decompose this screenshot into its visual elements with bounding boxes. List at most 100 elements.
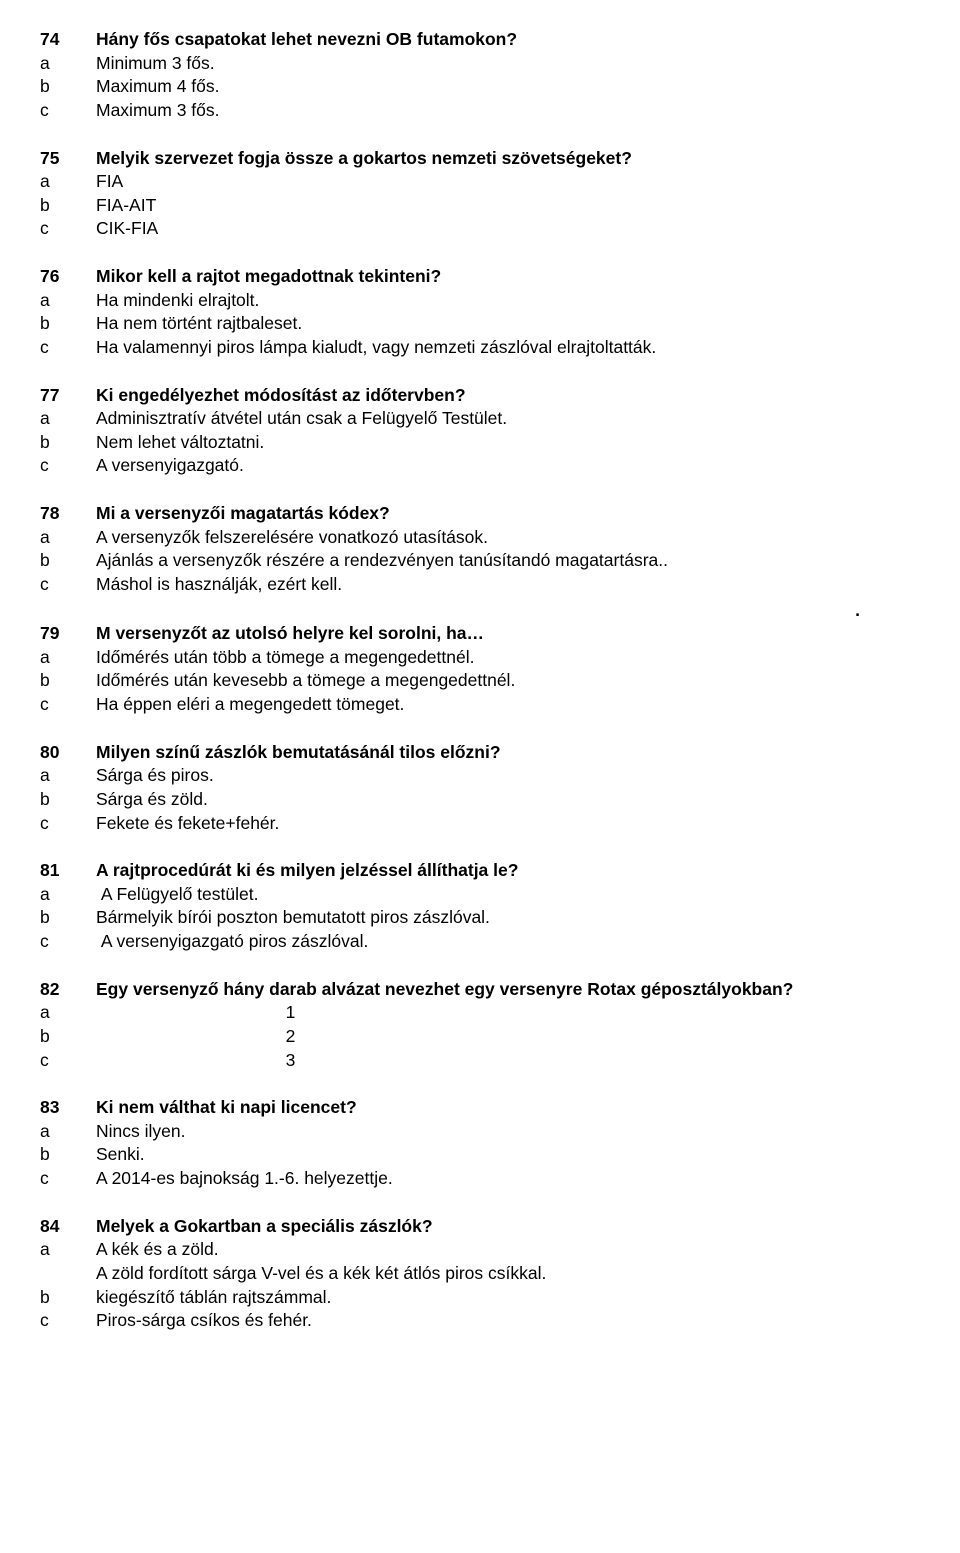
answer-label-c: c: [40, 99, 96, 123]
answer-text-c: Ha valamennyi piros lámpa kialudt, vagy …: [96, 336, 920, 360]
answer-label-a: a: [40, 646, 96, 670]
answer-label-b: b: [40, 788, 96, 812]
answer-label-c: c: [40, 573, 96, 597]
question-row: 84 Melyek a Gokartban a speciális zászló…: [40, 1215, 920, 1239]
answer-row-a: aHa mindenki elrajtolt.: [40, 289, 920, 313]
answer-text-c: 3: [96, 1049, 920, 1073]
answer-label-b: b: [40, 312, 96, 336]
answer-row-b: b 2: [40, 1025, 920, 1049]
question-block-84: 84 Melyek a Gokartban a speciális zászló…: [40, 1215, 920, 1333]
answer-label-a: a: [40, 1120, 96, 1144]
answer-text-c: A 2014-es bajnokság 1.-6. helyezettje.: [96, 1167, 920, 1191]
question-row: 82Egy versenyző hány darab alvázat nevez…: [40, 978, 920, 1002]
question-row: 78Mi a versenyzői magatartás kódex?: [40, 502, 920, 526]
answer-row-c: cMáshol is használják, ezért kell.: [40, 573, 920, 597]
answer-row-a: a A kék és a zöld.: [40, 1238, 920, 1262]
answer-text-a: A kék és a zöld.: [96, 1238, 920, 1262]
answer-text-c: Maximum 3 fős.: [96, 99, 920, 123]
question-row: 80Milyen színű zászlók bemutatásánál til…: [40, 741, 920, 765]
question-number: 81: [40, 859, 96, 883]
answer-text-a: Nincs ilyen.: [96, 1120, 920, 1144]
question-number: 77: [40, 384, 96, 408]
question-text: Milyen színű zászlók bemutatásánál tilos…: [96, 741, 920, 765]
answer-text-a: Sárga és piros.: [96, 764, 920, 788]
answer-row-c: c Piros-sárga csíkos és fehér.: [40, 1309, 920, 1333]
answer-row-a: aIdőmérés után több a tömege a megengede…: [40, 646, 920, 670]
answer-label-b: b: [40, 75, 96, 99]
answer-row-b: bSárga és zöld.: [40, 788, 920, 812]
question-row: 74Hány fős csapatokat lehet nevezni OB f…: [40, 28, 920, 52]
question-block: 80Milyen színű zászlók bemutatásánál til…: [40, 741, 920, 836]
answer-text-a: Ha mindenki elrajtolt.: [96, 289, 920, 313]
answer-label-a: a: [40, 526, 96, 550]
answer-text-a: 1: [96, 1001, 920, 1025]
answer-text-c: A versenyigazgató piros zászlóval.: [96, 930, 920, 954]
dot-marker: .: [40, 599, 920, 623]
question-block: 82Egy versenyző hány darab alvázat nevez…: [40, 978, 920, 1073]
answer-label-c: c: [40, 930, 96, 954]
answer-text-b: Nem lehet változtatni.: [96, 431, 920, 455]
answer-label-b: b: [40, 431, 96, 455]
answer-text-c: A versenyigazgató.: [96, 454, 920, 478]
answer-label-b: b: [40, 194, 96, 218]
answer-text-a: A Felügyelő testület.: [96, 883, 920, 907]
answer-row-c: cA versenyigazgató.: [40, 454, 920, 478]
answer-text-b: Időmérés után kevesebb a tömege a megeng…: [96, 669, 920, 693]
answer-row-c: cCIK-FIA: [40, 217, 920, 241]
answer-row-extra: A zöld fordított sárga V-vel és a kék ké…: [40, 1262, 920, 1286]
answer-label-c: c: [40, 1167, 96, 1191]
question-number: 76: [40, 265, 96, 289]
answer-label-a: a: [40, 407, 96, 431]
answer-label-c: c: [40, 1309, 96, 1333]
answer-row-b: bAjánlás a versenyzők részére a rendezvé…: [40, 549, 920, 573]
answer-label-b: b: [40, 1286, 96, 1310]
answer-row-a: aFIA: [40, 170, 920, 194]
question-number: 74: [40, 28, 96, 52]
answer-text-b: Senki.: [96, 1143, 920, 1167]
question-text: Melyek a Gokartban a speciális zászlók?: [96, 1215, 920, 1239]
question-number: 79: [40, 622, 96, 646]
question-number: 78: [40, 502, 96, 526]
answer-text-a: Időmérés után több a tömege a megengedet…: [96, 646, 920, 670]
question-text: Egy versenyző hány darab alvázat nevezhe…: [96, 978, 920, 1002]
answer-row-b: bHa nem történt rajtbaleset.: [40, 312, 920, 336]
answer-row-a: a A Felügyelő testület.: [40, 883, 920, 907]
question-number: 80: [40, 741, 96, 765]
answer-label-a: a: [40, 883, 96, 907]
answer-text-c: CIK-FIA: [96, 217, 920, 241]
answer-text-b: kiegészítő táblán rajtszámmal.: [96, 1286, 920, 1310]
question-block: 76Mikor kell a rajtot megadottnak tekint…: [40, 265, 920, 360]
answer-row-a: aA versenyzők felszerelésére vonatkozó u…: [40, 526, 920, 550]
question-text: Ki engedélyezhet módosítást az időtervbe…: [96, 384, 920, 408]
answer-label-b: b: [40, 1143, 96, 1167]
answer-text-extra: A zöld fordított sárga V-vel és a kék ké…: [96, 1262, 920, 1286]
answer-label-b: b: [40, 1025, 96, 1049]
question-number: 75: [40, 147, 96, 171]
question-row: 79M versenyzőt az utolsó helyre kel soro…: [40, 622, 920, 646]
question-number: 83: [40, 1096, 96, 1120]
answer-label-a: a: [40, 170, 96, 194]
answer-row-b: bSenki.: [40, 1143, 920, 1167]
question-block: 75Melyik szervezet fogja össze a gokarto…: [40, 147, 920, 242]
question-block: .79M versenyzőt az utolsó helyre kel sor…: [40, 599, 920, 717]
question-text: Ki nem válthat ki napi licencet?: [96, 1096, 920, 1120]
answer-label-b: b: [40, 669, 96, 693]
answer-row-a: a 1: [40, 1001, 920, 1025]
answer-row-b: bIdőmérés után kevesebb a tömege a megen…: [40, 669, 920, 693]
question-row: 76Mikor kell a rajtot megadottnak tekint…: [40, 265, 920, 289]
answer-row-c: c A versenyigazgató piros zászlóval.: [40, 930, 920, 954]
question-block: 83Ki nem válthat ki napi licencet?aNincs…: [40, 1096, 920, 1191]
answer-text-b: 2: [96, 1025, 920, 1049]
answer-label-c: c: [40, 454, 96, 478]
answer-text-a: Minimum 3 fős.: [96, 52, 920, 76]
answer-label-b: b: [40, 549, 96, 573]
question-text: Hány fős csapatokat lehet nevezni OB fut…: [96, 28, 920, 52]
question-number: 82: [40, 978, 96, 1002]
answer-text-c: Fekete és fekete+fehér.: [96, 812, 920, 836]
answer-text-c: Máshol is használják, ezért kell.: [96, 573, 920, 597]
question-row: 77Ki engedélyezhet módosítást az időterv…: [40, 384, 920, 408]
answer-row-c: cHa valamennyi piros lámpa kialudt, vagy…: [40, 336, 920, 360]
answer-label-c: c: [40, 812, 96, 836]
question-row: 75Melyik szervezet fogja össze a gokarto…: [40, 147, 920, 171]
answer-text-b: Maximum 4 fős.: [96, 75, 920, 99]
